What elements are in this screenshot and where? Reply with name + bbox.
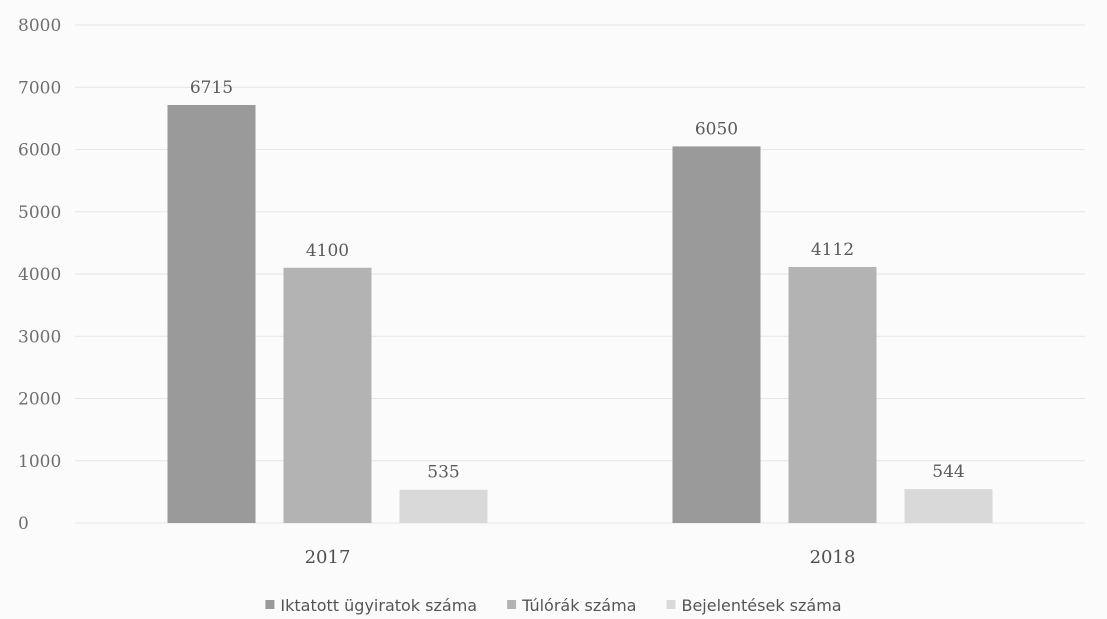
legend-swatch xyxy=(265,600,275,609)
legend-label: Túlórák száma xyxy=(521,596,636,615)
data-labels: 6715 4100 535 6050 4112 544 xyxy=(190,78,965,483)
legend-swatch xyxy=(507,600,517,609)
data-label: 535 xyxy=(427,463,459,483)
legend-label: Bejelentések száma xyxy=(681,596,841,615)
legend-label: Iktatott ügyiratok száma xyxy=(280,596,477,615)
y-tick-label: 7000 xyxy=(18,78,61,98)
bar xyxy=(167,104,256,524)
data-label: 6715 xyxy=(190,78,233,98)
y-tick-label: 4000 xyxy=(18,265,61,285)
data-label: 4112 xyxy=(811,240,854,260)
data-label: 544 xyxy=(932,462,964,482)
y-axis-ticks: 0 1000 2000 3000 4000 5000 6000 7000 8000 xyxy=(18,16,61,534)
x-category-label: 2018 xyxy=(810,547,856,568)
legend: Iktatott ügyiratok száma Túlórák száma Bej… xyxy=(265,596,842,615)
y-tick-label: 3000 xyxy=(18,327,61,347)
bar xyxy=(788,267,877,523)
y-tick-label: 1000 xyxy=(18,452,61,472)
bar xyxy=(904,489,993,523)
y-tick-label: 6000 xyxy=(18,141,61,161)
data-label: 6050 xyxy=(695,119,738,139)
y-tick-label: 8000 xyxy=(18,16,61,36)
y-tick-label: 2000 xyxy=(18,390,61,410)
x-axis-categories: 2017 2018 xyxy=(305,547,856,568)
bars xyxy=(167,104,993,524)
legend-swatch xyxy=(666,600,676,609)
bar xyxy=(672,146,761,523)
x-category-label: 2017 xyxy=(305,547,351,568)
y-tick-label: 0 xyxy=(18,514,29,534)
bar xyxy=(283,267,372,523)
bar xyxy=(399,489,488,523)
data-label: 4100 xyxy=(306,241,349,261)
y-tick-label: 5000 xyxy=(18,203,61,223)
